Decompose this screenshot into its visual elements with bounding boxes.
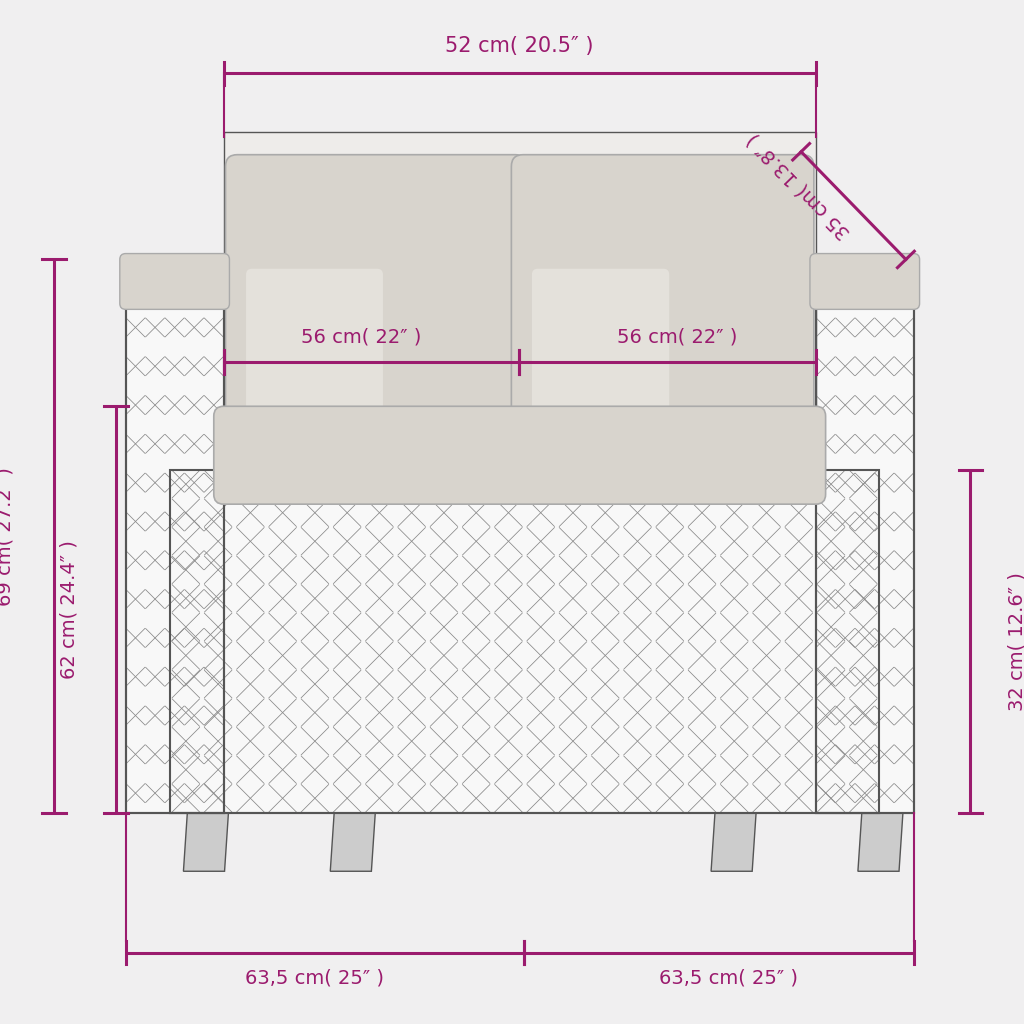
Text: 63,5 cm( 25″ ): 63,5 cm( 25″ ) bbox=[245, 969, 384, 987]
Text: 69 cm( 27.2″ ): 69 cm( 27.2″ ) bbox=[0, 467, 14, 606]
Polygon shape bbox=[858, 812, 903, 871]
FancyBboxPatch shape bbox=[225, 155, 527, 462]
Polygon shape bbox=[816, 269, 913, 812]
FancyBboxPatch shape bbox=[214, 407, 825, 504]
Polygon shape bbox=[170, 470, 880, 812]
FancyBboxPatch shape bbox=[511, 155, 814, 462]
FancyBboxPatch shape bbox=[810, 254, 920, 309]
FancyBboxPatch shape bbox=[246, 268, 383, 436]
Text: 56 cm( 22″ ): 56 cm( 22″ ) bbox=[616, 328, 737, 346]
Polygon shape bbox=[331, 812, 376, 871]
Text: 62 cm( 24.4″ ): 62 cm( 24.4″ ) bbox=[59, 541, 79, 679]
FancyBboxPatch shape bbox=[120, 254, 229, 309]
FancyBboxPatch shape bbox=[531, 268, 670, 436]
Polygon shape bbox=[223, 132, 816, 470]
Text: 52 cm( 20.5″ ): 52 cm( 20.5″ ) bbox=[445, 36, 594, 56]
Text: 35 cm( 13.8″ ): 35 cm( 13.8″ ) bbox=[743, 130, 854, 243]
Polygon shape bbox=[126, 269, 223, 812]
Polygon shape bbox=[183, 812, 228, 871]
Text: 32 cm( 12.6″ ): 32 cm( 12.6″ ) bbox=[1008, 571, 1024, 711]
Text: 56 cm( 22″ ): 56 cm( 22″ ) bbox=[301, 328, 422, 346]
Text: 63,5 cm( 25″ ): 63,5 cm( 25″ ) bbox=[659, 969, 798, 987]
Polygon shape bbox=[711, 812, 756, 871]
